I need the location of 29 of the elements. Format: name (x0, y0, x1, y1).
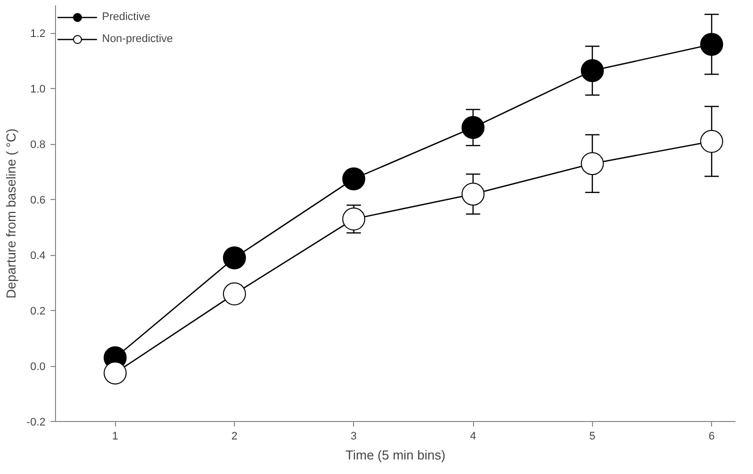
point (580, 152, 604, 176)
legend-label: Predictive (102, 11, 150, 23)
x-tick-label: 4 (470, 430, 476, 442)
y-axis-title: Departure from baseline ( °C) (4, 128, 19, 298)
point (700, 130, 724, 153)
point (700, 32, 724, 56)
point (580, 59, 604, 82)
y-tick-label: 0.2 (30, 306, 46, 318)
point (342, 167, 366, 190)
point (222, 282, 246, 306)
point (104, 361, 127, 384)
point (462, 182, 485, 206)
point (342, 208, 366, 231)
x-tick-label: 5 (589, 430, 596, 442)
y-tick-label: 1.2 (30, 28, 46, 40)
point (462, 116, 485, 140)
x-axis-title: Time (5 min bins) (346, 448, 446, 462)
y-tick-label: 0.4 (30, 250, 46, 262)
y-tick-label: 0.6 (30, 194, 46, 207)
y-tick-label: 0.8 (30, 139, 46, 152)
y-tick-label: 0.0 (30, 361, 46, 374)
y-tick-label: -0.2 (26, 416, 46, 428)
x-tick-label: 3 (350, 430, 357, 442)
x-tick-label: 2 (231, 430, 238, 442)
x-tick-label: 1 (112, 430, 118, 442)
x-tick-label: 6 (708, 430, 715, 442)
legend-label: Non-predictive (102, 33, 173, 45)
point (222, 246, 246, 270)
y-tick-label: 1.0 (30, 84, 46, 96)
